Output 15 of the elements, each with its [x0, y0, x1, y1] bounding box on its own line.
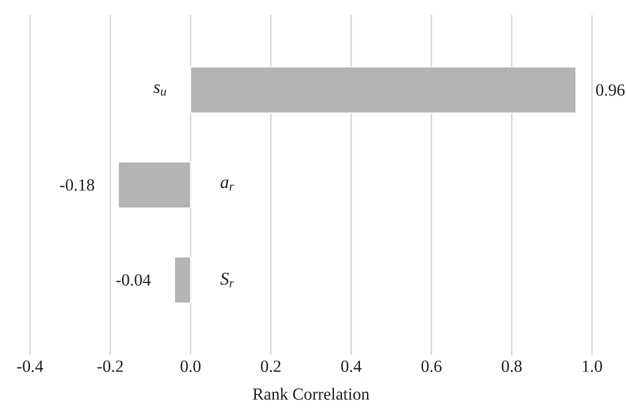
- data-label: -0.18: [60, 179, 94, 191]
- x-tick-label: 0.4: [341, 360, 362, 372]
- x-tick-label: 0.6: [421, 360, 442, 372]
- data-label: 0.96: [596, 84, 625, 96]
- x-axis-title: Rank Correlation: [252, 388, 370, 400]
- x-tick-label: -0.4: [17, 360, 44, 372]
- x-tick-label: 0.0: [180, 360, 201, 372]
- data-label: -0.04: [116, 274, 151, 286]
- x-tick-label: 0.2: [260, 360, 281, 372]
- x-tick-label: 0.8: [502, 360, 522, 372]
- x-tick-label: -0.2: [98, 360, 123, 372]
- x-tick-label: 1.0: [582, 360, 602, 372]
- category-label: a$_{r}$: [220, 179, 234, 191]
- category-label: S$_{r}$: [220, 272, 234, 288]
- category-label: s$_{u}$: [154, 84, 166, 96]
